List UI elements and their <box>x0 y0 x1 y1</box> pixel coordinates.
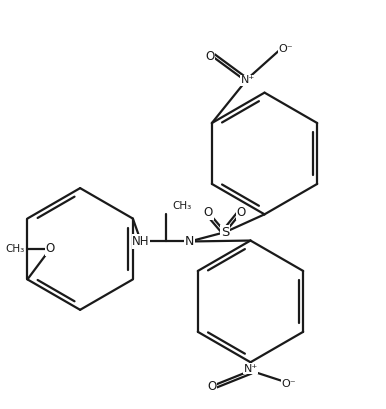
Text: O: O <box>237 206 246 219</box>
Text: O: O <box>46 243 55 256</box>
Text: N⁺: N⁺ <box>244 364 257 374</box>
Text: CH₃: CH₃ <box>172 201 191 211</box>
Text: O: O <box>206 49 215 63</box>
Text: NH: NH <box>132 235 150 248</box>
Text: O⁻: O⁻ <box>281 379 296 389</box>
Text: O: O <box>208 380 217 393</box>
Text: CH₃: CH₃ <box>6 244 25 254</box>
Text: O: O <box>204 206 213 219</box>
Text: O⁻: O⁻ <box>279 44 293 54</box>
Text: N⁺: N⁺ <box>240 76 255 85</box>
Text: S: S <box>221 226 229 238</box>
Text: N: N <box>185 235 194 248</box>
